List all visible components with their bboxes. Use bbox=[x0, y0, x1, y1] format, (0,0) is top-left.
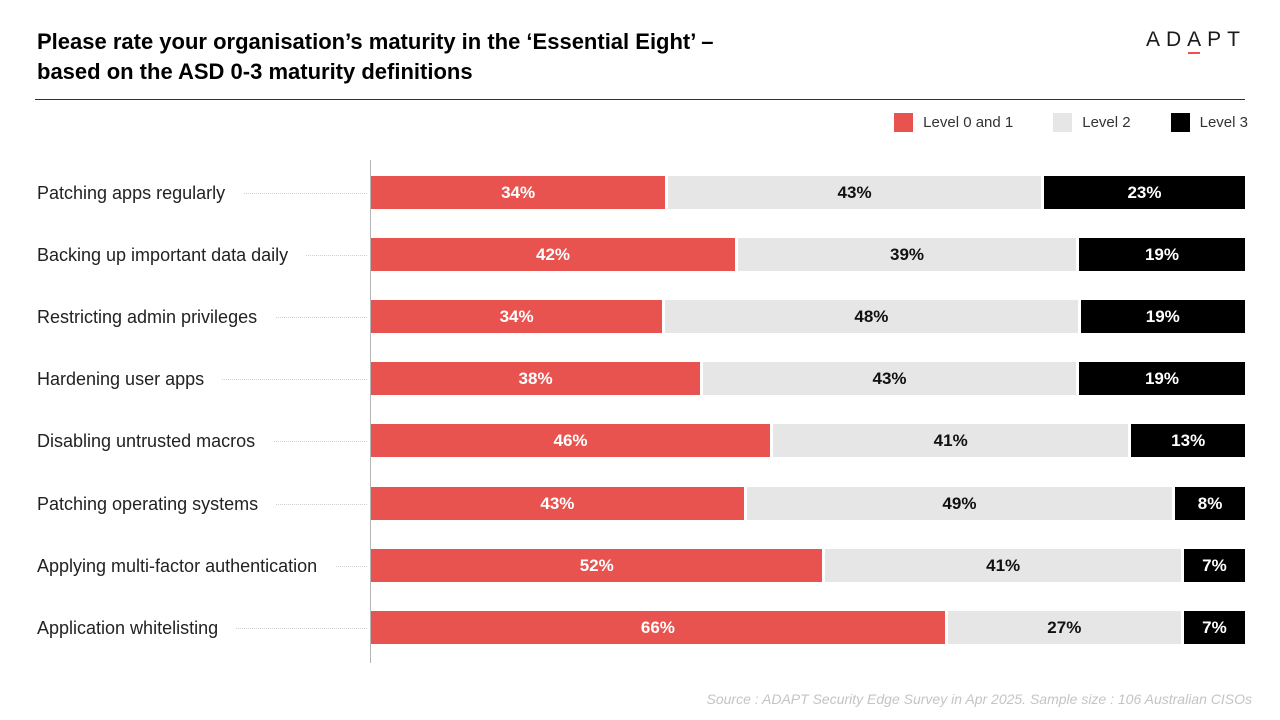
bar-segment-level01: 42% bbox=[371, 238, 739, 271]
source-note: Source : ADAPT Security Edge Survey in A… bbox=[706, 691, 1252, 707]
bar-segment-level2: 41% bbox=[825, 549, 1184, 582]
bar-segment-level01: 46% bbox=[371, 424, 774, 457]
legend-label-level2: Level 2 bbox=[1082, 114, 1131, 131]
bar-segment-level2: 43% bbox=[668, 176, 1044, 209]
logo-text-post: PT bbox=[1207, 28, 1246, 51]
category-label: Restricting admin privileges bbox=[37, 300, 276, 334]
bar-segment-level3: 7% bbox=[1183, 611, 1245, 644]
bar-segment-level3: 19% bbox=[1080, 300, 1245, 333]
bar-track: 46% 41% 13% bbox=[371, 424, 1245, 457]
bar-segment-level01: 34% bbox=[371, 176, 669, 209]
bar-segment-level01: 38% bbox=[371, 362, 704, 395]
category-label: Patching operating systems bbox=[37, 487, 277, 521]
legend-swatch-level3 bbox=[1170, 113, 1190, 132]
category-label: Hardening user apps bbox=[37, 362, 223, 396]
bar-row: Hardening user apps 38% 43% 19% bbox=[0, 362, 1280, 396]
bar-track: 43% 49% 8% bbox=[371, 487, 1245, 520]
bar-row: Patching apps regularly 34% 43% 23% bbox=[0, 176, 1280, 210]
category-label: Patching apps regularly bbox=[37, 176, 244, 210]
legend-swatch-level01 bbox=[894, 113, 914, 132]
bar-row: Applying multi-factor authentication 52% 4… bbox=[0, 549, 1280, 583]
bar-segment-level3: 13% bbox=[1131, 424, 1245, 457]
chart-legend: Level 0 and 1 Level 2 Level 3 bbox=[854, 113, 1248, 132]
bar-segment-level01: 34% bbox=[371, 300, 666, 333]
bar-row: Application whitelisting 66% 27% 7% bbox=[0, 611, 1280, 645]
bar-segment-level3: 8% bbox=[1175, 487, 1245, 520]
chart-title-line-2: based on the ASD 0-3 maturity definition… bbox=[37, 59, 473, 84]
category-label: Application whitelisting bbox=[37, 611, 237, 645]
bar-segment-level3: 19% bbox=[1078, 362, 1245, 395]
bar-segment-level2: 49% bbox=[746, 487, 1176, 520]
bar-row: Backing up important data daily 42% 39% 19% bbox=[0, 238, 1280, 272]
legend-item-level2: Level 2 bbox=[1053, 113, 1131, 132]
chart-title: Please rate your organisation’s maturity… bbox=[37, 27, 837, 87]
logo-text-accent: A bbox=[1187, 28, 1208, 54]
bar-segment-level01: 66% bbox=[371, 611, 948, 644]
bar-track: 52% 41% 7% bbox=[371, 549, 1245, 582]
legend-label-level3: Level 3 bbox=[1199, 114, 1248, 131]
bar-segment-level2: 27% bbox=[947, 611, 1184, 644]
chart-title-line-1: Please rate your organisation’s maturity… bbox=[37, 29, 714, 54]
category-label: Applying multi-factor authentication bbox=[37, 549, 336, 583]
bar-track: 34% 48% 19% bbox=[371, 300, 1245, 333]
bar-segment-level3: 19% bbox=[1078, 238, 1245, 271]
header-divider bbox=[35, 99, 1245, 100]
bar-segment-level2: 48% bbox=[665, 300, 1081, 333]
bar-segment-level2: 39% bbox=[738, 238, 1079, 271]
category-label: Disabling untrusted macros bbox=[37, 424, 274, 458]
legend-item-level3: Level 3 bbox=[1170, 113, 1248, 132]
bar-track: 42% 39% 19% bbox=[371, 238, 1245, 271]
bar-segment-level3: 23% bbox=[1043, 176, 1245, 209]
bar-segment-level2: 41% bbox=[773, 424, 1132, 457]
bar-segment-level2: 43% bbox=[703, 362, 1079, 395]
bar-track: 66% 27% 7% bbox=[371, 611, 1245, 644]
bar-segment-level01: 52% bbox=[371, 549, 826, 582]
logo-text-pre: AD bbox=[1145, 28, 1188, 51]
legend-item-level01: Level 0 and 1 bbox=[894, 113, 1013, 132]
bar-row: Restricting admin privileges 34% 48% 19% bbox=[0, 300, 1280, 334]
bar-row: Disabling untrusted macros 46% 41% 13% bbox=[0, 424, 1280, 458]
bar-track: 34% 43% 23% bbox=[371, 176, 1245, 209]
legend-swatch-level2 bbox=[1053, 113, 1073, 132]
category-label: Backing up important data daily bbox=[37, 238, 307, 272]
bar-segment-level3: 7% bbox=[1183, 549, 1245, 582]
adapt-logo: ADAPT bbox=[1145, 28, 1246, 54]
bar-segment-level01: 43% bbox=[371, 487, 747, 520]
y-axis-line bbox=[370, 160, 371, 663]
bar-row: Patching operating systems 43% 49% 8% bbox=[0, 487, 1280, 521]
legend-label-level01: Level 0 and 1 bbox=[923, 114, 1014, 131]
bar-track: 38% 43% 19% bbox=[371, 362, 1245, 395]
